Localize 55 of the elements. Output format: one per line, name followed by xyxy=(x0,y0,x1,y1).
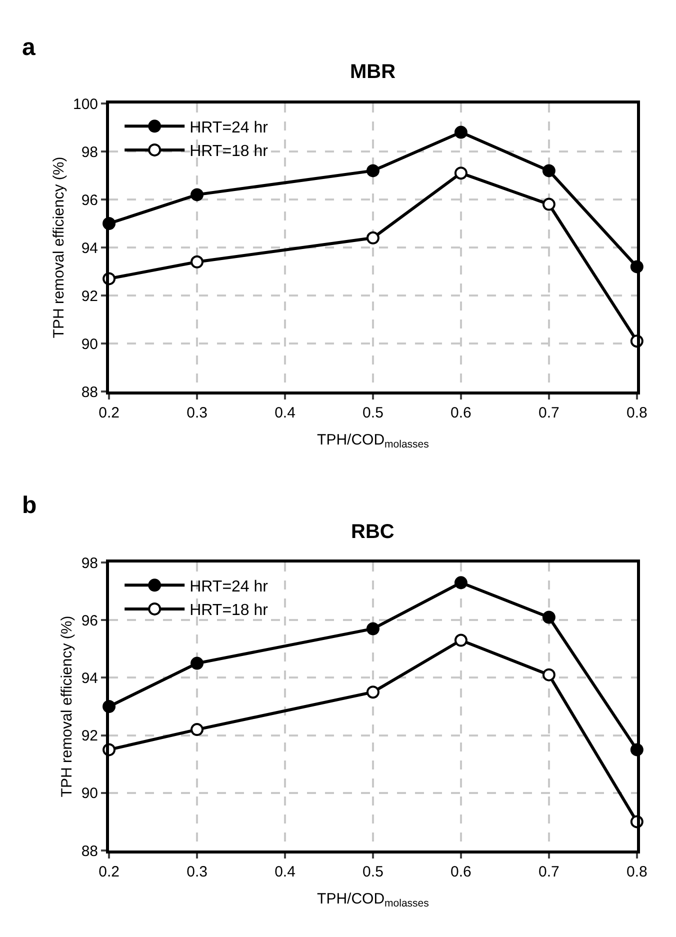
x-tick-label: 0.7 xyxy=(538,864,560,880)
point xyxy=(542,164,556,178)
legend-label: HRT=24 hr xyxy=(190,119,269,136)
y-tick-label: 98 xyxy=(81,144,98,161)
y-tick-label: 92 xyxy=(81,288,98,305)
point xyxy=(454,126,468,139)
point xyxy=(542,198,556,211)
point xyxy=(190,255,204,268)
point xyxy=(190,723,204,736)
x-tick-label: 0.6 xyxy=(450,864,472,880)
x-tick-label: 0.5 xyxy=(362,404,384,422)
point xyxy=(190,656,204,670)
point xyxy=(366,231,380,244)
x-tick-label: 0.4 xyxy=(274,864,296,880)
y-tick-label: 96 xyxy=(81,612,98,630)
y-tick-label: 88 xyxy=(81,842,98,860)
legend-label: HRT=24 hr xyxy=(190,578,269,596)
y-axis-title: TPH removal efficiency (%) xyxy=(50,156,68,338)
point xyxy=(366,686,380,699)
point xyxy=(454,166,468,180)
point xyxy=(190,188,204,202)
y-tick-label: 96 xyxy=(81,192,98,209)
y-axis-title: TPH removal efficiency (%) xyxy=(58,616,76,798)
point xyxy=(366,622,380,636)
x-tick-label: 0.8 xyxy=(626,864,648,880)
x-tick-label: 0.5 xyxy=(362,864,384,880)
x-tick-label: 0.8 xyxy=(626,404,648,422)
x-axis-title: TPH/COD$_{molasses}$ xyxy=(317,432,429,451)
x-tick-label: 0.4 xyxy=(274,404,296,422)
legend-label: HRT=18 hr xyxy=(190,143,269,160)
x-tick-label: 0.3 xyxy=(186,864,208,880)
point xyxy=(454,634,468,647)
x-tick-label: 0.6 xyxy=(450,404,472,422)
y-tick-label: 90 xyxy=(81,785,98,802)
x-axis-title: TPH/COD$_{molasses}$ xyxy=(317,890,429,910)
chart-title: RBC xyxy=(351,521,394,543)
x-tick-label: 0.7 xyxy=(538,404,560,422)
y-tick-label: 94 xyxy=(81,670,98,687)
point xyxy=(454,576,468,590)
legend-label: HRT=18 hr xyxy=(190,602,269,620)
y-tick-label: 98 xyxy=(81,554,98,572)
point xyxy=(366,164,380,178)
x-tick-label: 0.3 xyxy=(186,404,208,422)
point xyxy=(542,668,556,682)
y-tick-label: 88 xyxy=(81,384,98,401)
chart-title: MBR xyxy=(350,61,396,83)
y-tick-label: 94 xyxy=(81,240,98,257)
point xyxy=(542,610,556,624)
x-tick-label: 0.2 xyxy=(98,864,120,880)
y-tick-label: 100 xyxy=(73,96,98,113)
text: b xyxy=(22,492,37,519)
y-tick-label: 92 xyxy=(81,728,98,745)
y-tick-label: 90 xyxy=(81,336,98,353)
text: a xyxy=(22,34,36,61)
x-tick-label: 0.2 xyxy=(98,404,120,422)
